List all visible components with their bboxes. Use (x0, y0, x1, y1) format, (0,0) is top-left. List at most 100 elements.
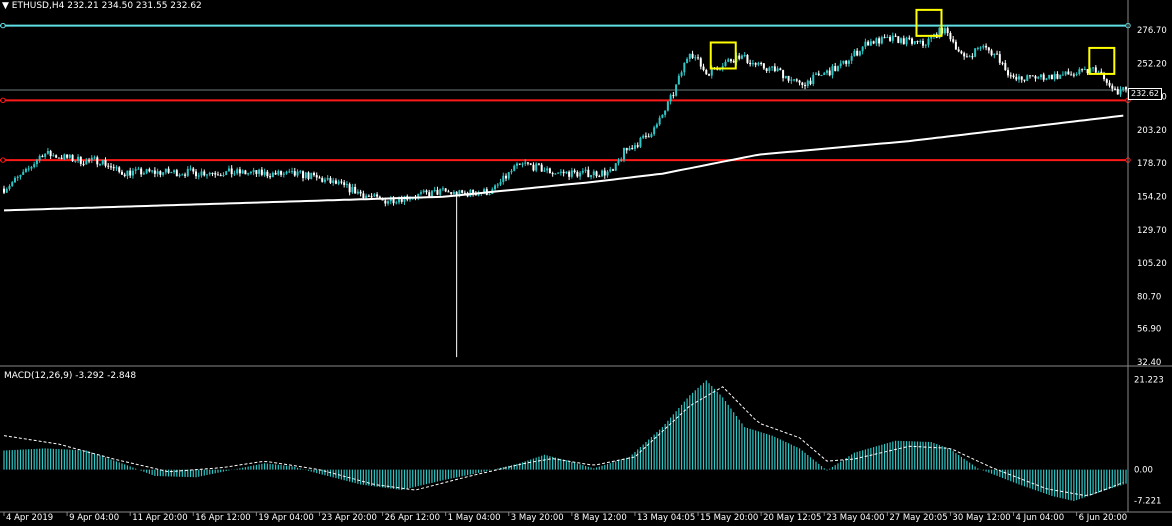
candle-body (299, 171, 302, 173)
candle-body (639, 137, 642, 147)
candle-body (625, 147, 628, 151)
candle-body (148, 169, 151, 172)
time-axis-label: 23 May 04:00 (826, 513, 884, 523)
highlight-box[interactable] (1088, 46, 1116, 75)
candle-body (680, 72, 683, 76)
candle-body (883, 37, 886, 39)
candle-body (472, 189, 475, 195)
time-axis-label: 8 May 12:00 (574, 513, 627, 523)
current-price-tag: 232.62 (1128, 88, 1162, 100)
candle-body (367, 195, 370, 197)
candle-body (1012, 75, 1015, 78)
price-panel (0, 8, 1131, 358)
candle-body (845, 60, 848, 64)
candle-body (120, 171, 123, 175)
candle-body (513, 165, 516, 171)
candle-body (675, 84, 678, 96)
candle-body (916, 41, 919, 43)
level-handle-left[interactable] (0, 97, 6, 104)
macd-header: MACD(12,26,9) -3.292 -2.848 (4, 371, 136, 381)
candle-body (971, 56, 974, 58)
collapse-triangle-icon[interactable]: ▼ (2, 1, 9, 11)
candle-body (1020, 76, 1023, 80)
candle-body (389, 198, 392, 202)
candle-body (864, 41, 867, 47)
candle-body (455, 191, 458, 197)
time-axis-label: 16 Apr 12:00 (195, 513, 250, 523)
candle-body (57, 157, 60, 159)
candle-body (960, 51, 963, 54)
candle-body (757, 62, 760, 65)
candle-body (24, 168, 27, 172)
candle-body (620, 159, 623, 161)
candle-body (559, 171, 562, 173)
candle-body (33, 164, 36, 168)
candle-body (118, 167, 121, 172)
candle-body (1116, 89, 1119, 95)
candle-body (1028, 75, 1031, 77)
candle-body (195, 171, 198, 177)
candle-body (790, 79, 793, 81)
candle-body (477, 193, 480, 196)
candle-body (746, 54, 749, 63)
candle-body (842, 60, 845, 64)
candle-body (496, 184, 499, 186)
candle-body (919, 40, 922, 42)
candle-body (776, 68, 779, 72)
chart-header: ▼ ETHUSD,H4 232.21 234.50 231.55 232.62 (2, 1, 202, 11)
candle-body (1004, 63, 1007, 71)
candle-body (798, 80, 801, 83)
candle-body (768, 67, 771, 71)
highlight-box[interactable] (915, 8, 943, 37)
candle-body (507, 172, 510, 179)
highlight-box[interactable] (709, 41, 737, 70)
candle-body (784, 75, 787, 79)
candle-body (38, 156, 41, 161)
candle-body (123, 174, 126, 176)
candle-body (1094, 67, 1097, 73)
candle-body (16, 176, 19, 178)
candle-body (288, 171, 291, 173)
candle-body (378, 196, 381, 199)
candle-body (447, 191, 450, 193)
candle-body (732, 61, 735, 63)
level-handle-left[interactable] (0, 22, 6, 29)
time-axis-label: 13 May 04:05 (637, 513, 695, 523)
candle-body (285, 171, 288, 174)
candle-body (13, 177, 16, 183)
candle-body (612, 169, 615, 171)
candle-body (957, 49, 960, 52)
candle-body (329, 178, 332, 183)
candle-body (156, 171, 159, 174)
candle-body (795, 79, 798, 81)
candle-body (461, 190, 464, 193)
candle-body (1108, 82, 1111, 86)
price-axis-label: 154.20 (1137, 193, 1167, 203)
time-axis-label: 19 Apr 04:00 (258, 513, 313, 523)
time-axis-label: 4 Jun 04:00 (1016, 513, 1065, 523)
candle-body (787, 75, 790, 81)
moving-average-line (3, 114, 1124, 212)
candle-body (247, 173, 250, 175)
candle-body (927, 38, 930, 45)
candle-body (543, 170, 546, 172)
candle-body (664, 110, 667, 115)
candle-body (137, 168, 140, 170)
time-axis-label: 15 May 20:00 (700, 513, 758, 523)
candle-body (441, 188, 444, 190)
macd-axis-label: 21.223 (1134, 375, 1164, 385)
candle-body (173, 170, 176, 173)
candle-body (439, 189, 442, 195)
candle-body (661, 114, 664, 118)
candle-body (537, 163, 540, 165)
candle-body (104, 159, 107, 166)
time-axis-label: 23 Apr 20:00 (321, 513, 376, 523)
candle-body (576, 172, 579, 177)
level-handle-left[interactable] (0, 157, 6, 163)
candle-body (46, 150, 49, 154)
candle-body (699, 58, 702, 67)
candle-body (1031, 75, 1034, 77)
candle-body (974, 48, 977, 57)
candle-body (562, 171, 565, 174)
